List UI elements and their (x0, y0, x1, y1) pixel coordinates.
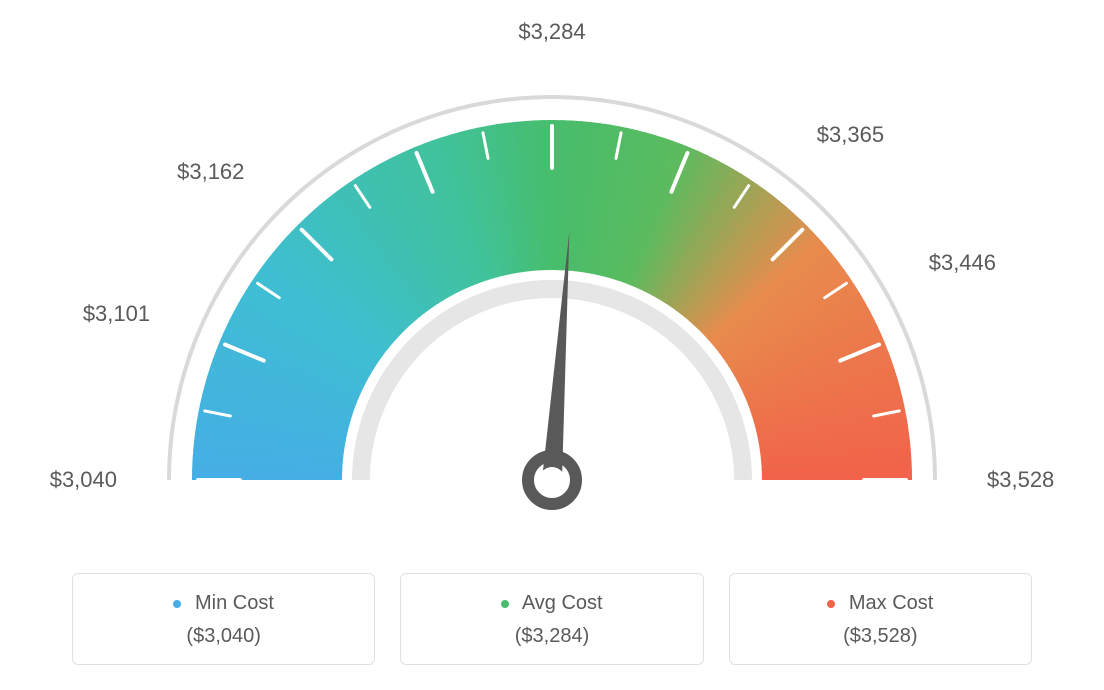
legend-max-label: Max Cost (849, 592, 933, 614)
gauge-svg (22, 20, 1082, 540)
legend-card-avg: Avg Cost ($3,284) (400, 573, 703, 665)
legend-card-max: Max Cost ($3,528) (729, 573, 1032, 665)
legend-card-min: Min Cost ($3,040) (72, 573, 375, 665)
legend-title-max: Max Cost (730, 592, 1031, 615)
gauge-tick-label: $3,101 (83, 301, 150, 327)
gauge-tick-label: $3,162 (177, 159, 244, 185)
dot-icon (827, 600, 835, 608)
dot-icon (501, 600, 509, 608)
gauge-tick-label: $3,528 (987, 467, 1054, 493)
gauge: $3,040 $3,101 $3,162 $3,284 $3,365 $3,446 $3,5… (0, 20, 1104, 540)
gauge-tick-label: $3,284 (518, 19, 585, 45)
gauge-tick-label: $3,365 (817, 122, 884, 148)
legend-avg-value: ($3,284) (401, 625, 702, 648)
legend-max-value: ($3,528) (730, 625, 1031, 648)
dot-icon (173, 600, 181, 608)
gauge-needle-hub-inner (539, 467, 565, 493)
legend-avg-label: Avg Cost (522, 592, 603, 614)
legend-title-avg: Avg Cost (401, 592, 702, 615)
gauge-tick-label: $3,446 (929, 250, 996, 276)
legend-min-value: ($3,040) (73, 625, 374, 648)
legend-row: Min Cost ($3,040) Avg Cost ($3,284) Max … (72, 573, 1032, 665)
legend-min-label: Min Cost (195, 592, 274, 614)
legend-title-min: Min Cost (73, 592, 374, 615)
gauge-tick-label: $3,040 (50, 467, 117, 493)
chart-container: $3,040 $3,101 $3,162 $3,284 $3,365 $3,446 $3,5… (0, 0, 1104, 690)
